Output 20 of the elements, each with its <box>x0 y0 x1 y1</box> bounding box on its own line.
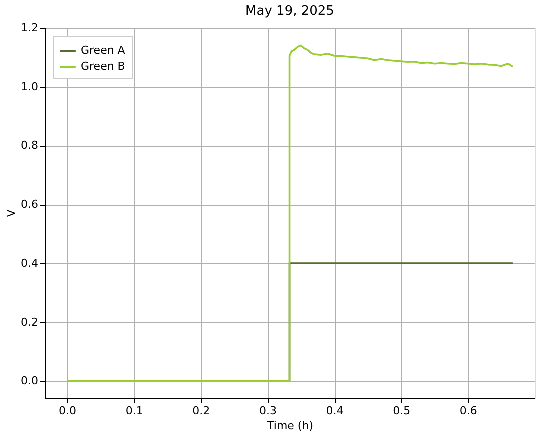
y-tick-label: 1.2 <box>21 22 38 34</box>
y-tick-label: 1.0 <box>21 80 38 94</box>
legend-label: Green B <box>81 60 126 73</box>
chart-title: May 19, 2025 <box>246 4 334 19</box>
y-tick-label: 0.4 <box>21 256 38 270</box>
y-tick-label: 0.2 <box>21 316 38 329</box>
x-tick-label: 0.6 <box>460 404 478 418</box>
x-tick-label: 0.4 <box>326 404 344 418</box>
x-axis-title: Time (h) <box>266 420 314 432</box>
x-tick-label: 0.3 <box>259 404 277 418</box>
y-tick-label: 0.8 <box>21 139 38 152</box>
x-tick-label: 0.5 <box>393 404 411 418</box>
y-axis-title: V <box>5 209 18 218</box>
line-series <box>66 44 514 382</box>
x-tick-label: 0.2 <box>192 404 210 418</box>
x-tick-label: 0.0 <box>59 404 76 418</box>
y-tick-label: 0.0 <box>21 374 38 388</box>
y-tick-label: 0.6 <box>21 198 38 212</box>
x-tick-label: 0.1 <box>126 404 144 418</box>
legend-label: Green A <box>81 44 126 57</box>
